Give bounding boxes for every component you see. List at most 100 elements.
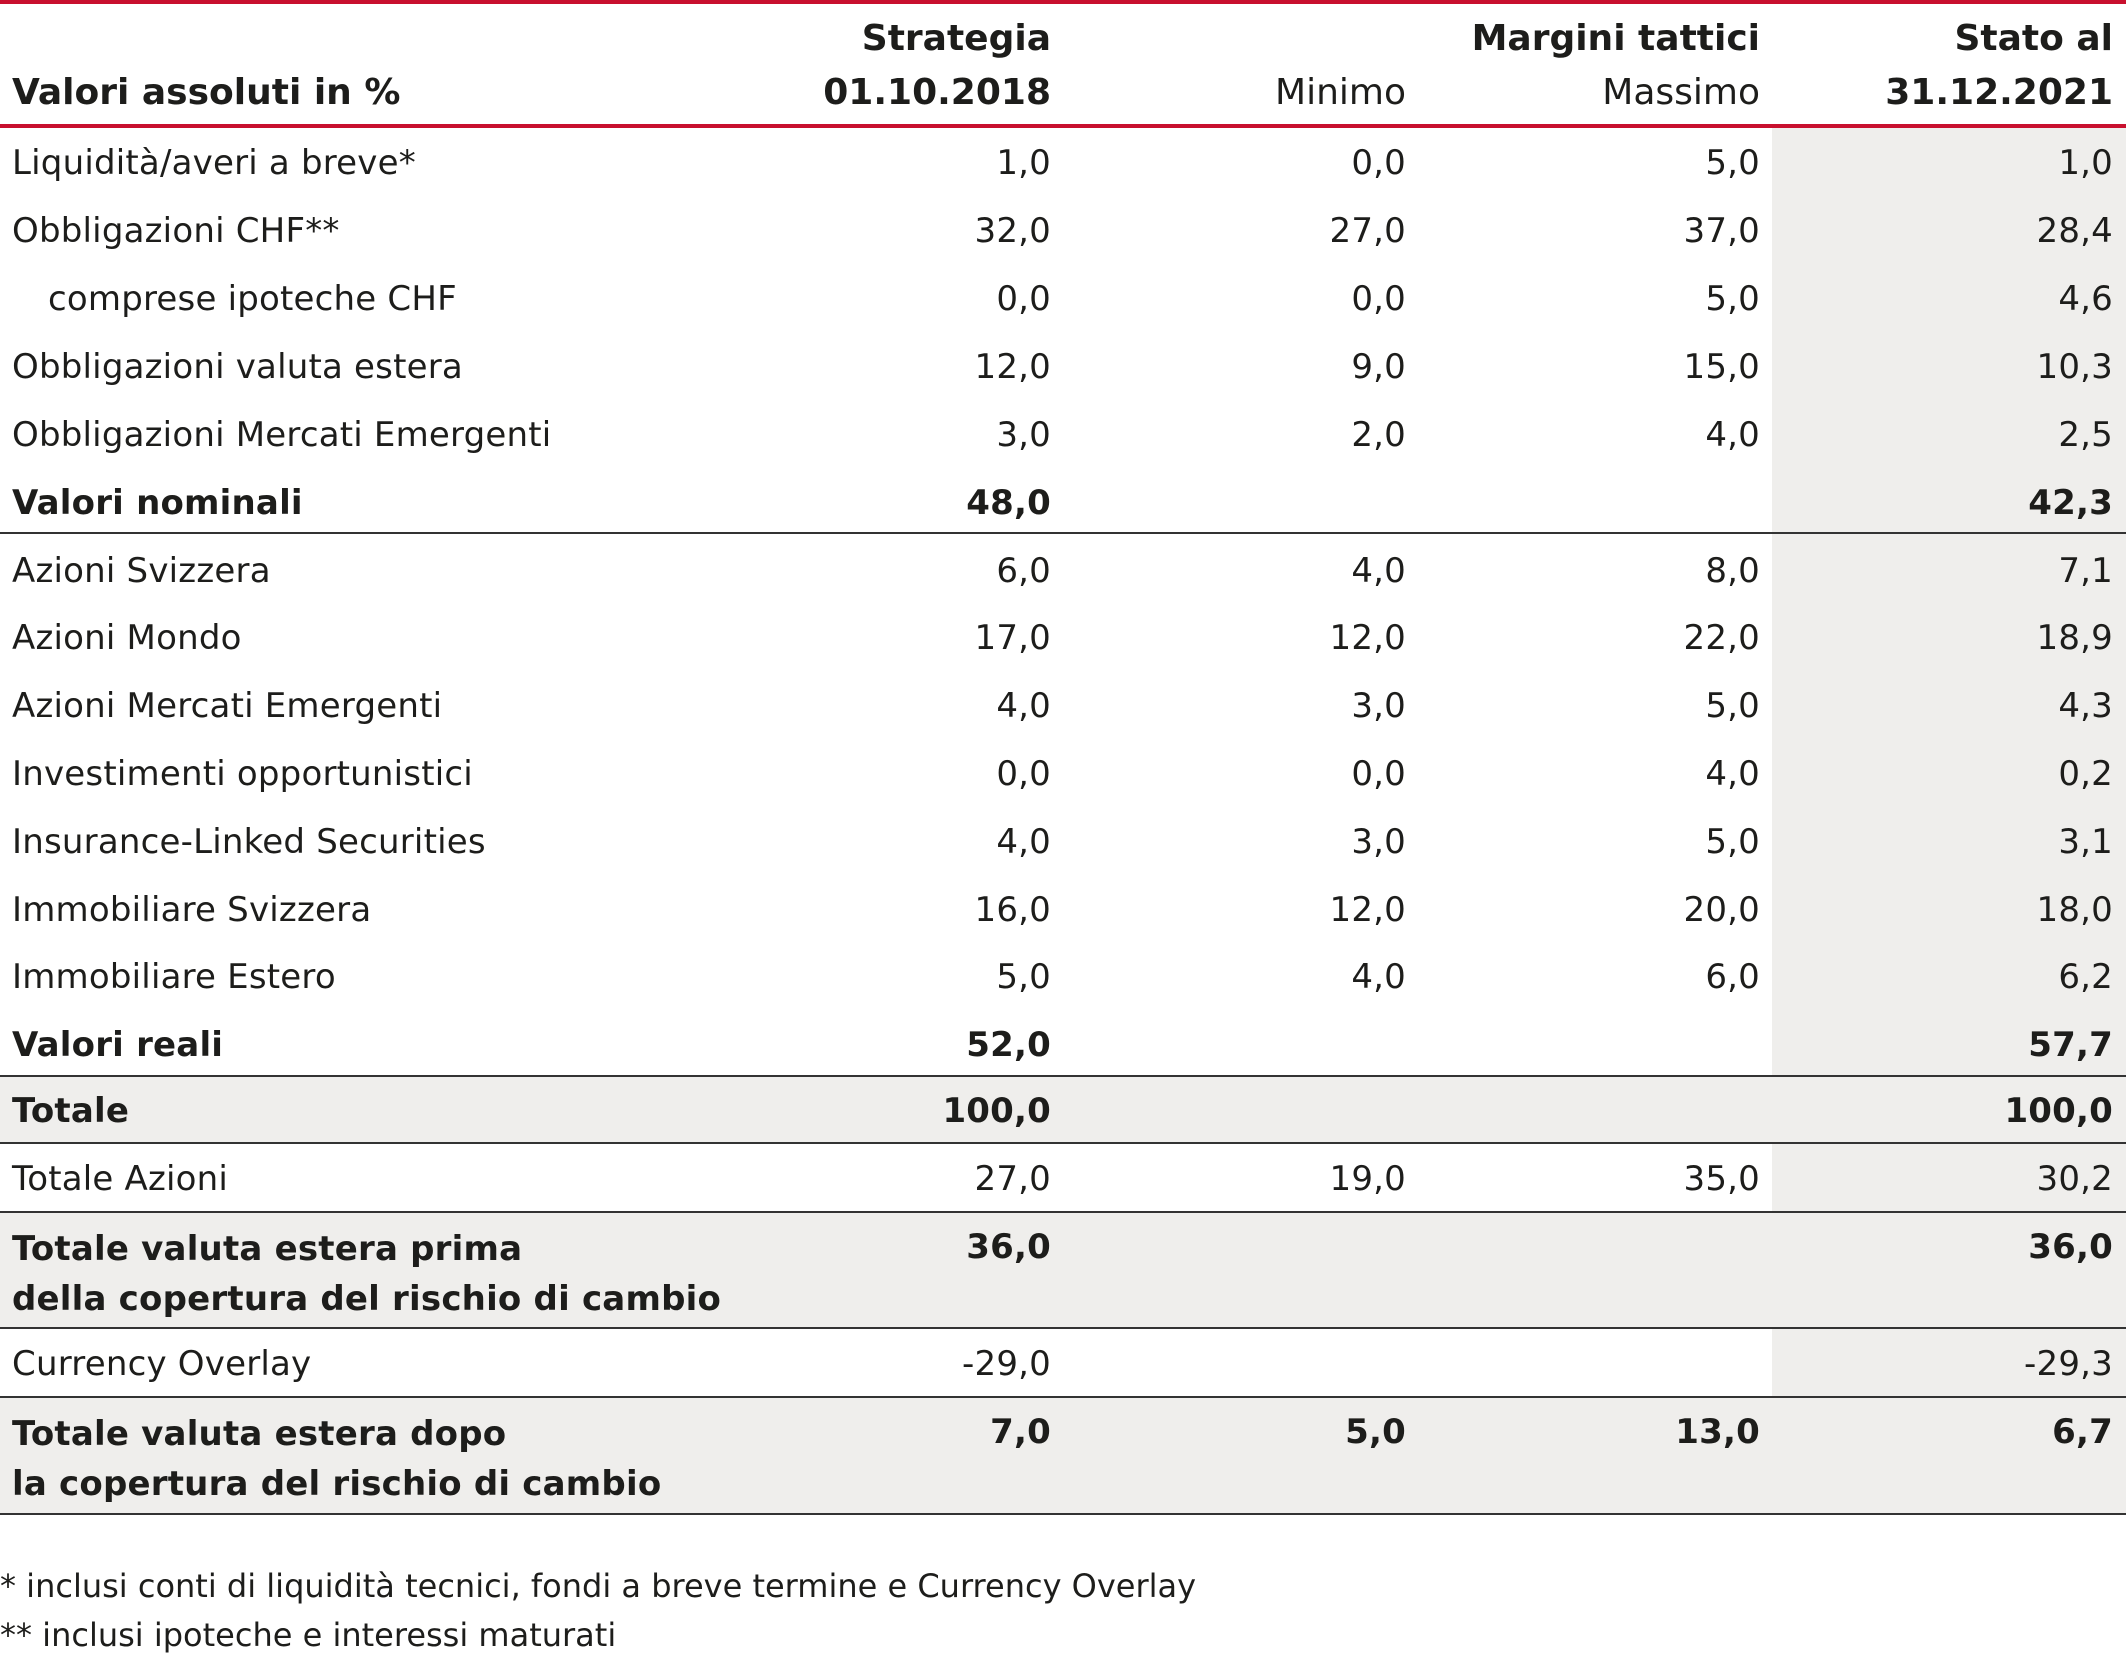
fx-after-strategy: 7,0 (990, 1412, 1051, 1452)
total-row-shade (0, 1077, 2126, 1143)
row-status: 3,1 (2058, 822, 2113, 862)
row-max: 15,0 (1683, 347, 1760, 387)
fx-after-max: 13,0 (1675, 1412, 1760, 1452)
header-col4-line1: Stato al (1954, 18, 2113, 59)
row-strategy: 27,0 (974, 1159, 1051, 1199)
fx-before-label: Totale valuta estera prima della copertu… (12, 1213, 721, 1324)
row-status: 0,2 (2058, 754, 2113, 794)
row-max: 6,0 (1705, 957, 1760, 997)
row-min: 3,0 (1351, 822, 1406, 862)
row-strategy: 17,0 (974, 618, 1051, 658)
status-column-shade-2 (1772, 1144, 2126, 1212)
row-min: 2,0 (1351, 415, 1406, 455)
row-status: 30,2 (2036, 1159, 2113, 1199)
status-column-shade (1772, 128, 2126, 1076)
row-status: 1,0 (2058, 143, 2113, 183)
top-accent-bar (0, 0, 2126, 4)
fx-after-min: 5,0 (1345, 1412, 1406, 1452)
row-label: Obbligazioni CHF** (12, 211, 340, 251)
row-min: 0,0 (1351, 754, 1406, 794)
fx-before-label-line2: della copertura del rischio di cambio (12, 1279, 722, 1319)
row-max: 5,0 (1705, 279, 1760, 319)
row-min: 3,0 (1351, 686, 1406, 726)
row-status: 18,0 (2036, 890, 2113, 930)
row-min: 0,0 (1351, 279, 1406, 319)
subtotal-label: Valori reali (12, 1025, 224, 1065)
row-max: 8,0 (1705, 551, 1760, 591)
subtotal-strategy: 48,0 (966, 483, 1051, 523)
row-min: 27,0 (1329, 211, 1406, 251)
row-strategy: 4,0 (996, 822, 1051, 862)
row-max: 5,0 (1705, 686, 1760, 726)
row-strategy: 0,0 (996, 754, 1051, 794)
row-label: Liquidità/averi a breve* (12, 143, 416, 183)
header-col0-label: Valori assoluti in % (12, 72, 401, 113)
header-col3-line2: Massimo (1602, 72, 1760, 113)
fx-before-status: 36,0 (2028, 1227, 2113, 1267)
fx-after-label-line2: la copertura del rischio di cambio (12, 1464, 662, 1504)
row-strategy: 0,0 (996, 279, 1051, 319)
subtotal-label: Valori nominali (12, 483, 303, 523)
row-strategy: 32,0 (974, 211, 1051, 251)
row-strategy: -29,0 (962, 1344, 1051, 1384)
header-col3-line1: Margini tattici (1471, 18, 1760, 59)
header-divider (0, 124, 2126, 128)
footnote-2: ** inclusi ipoteche e interessi maturati (0, 1616, 617, 1654)
row-status: 10,3 (2036, 347, 2113, 387)
row-status: 18,9 (2036, 618, 2113, 658)
row-label: Currency Overlay (12, 1344, 312, 1384)
footnote-1: * inclusi conti di liquidità tecnici, fo… (0, 1567, 1197, 1605)
row-label: comprese ipoteche CHF (48, 279, 457, 319)
fx-after-label-line1: Totale valuta estera dopo (12, 1414, 507, 1454)
row-label: Azioni Svizzera (12, 551, 271, 591)
row-min: 0,0 (1351, 143, 1406, 183)
fx-before-row-shade (0, 1213, 2126, 1328)
row-divider (0, 532, 2126, 534)
subtotal-strategy: 52,0 (966, 1025, 1051, 1065)
row-strategy: 3,0 (996, 415, 1051, 455)
row-divider (0, 1211, 2126, 1213)
row-max: 22,0 (1683, 618, 1760, 658)
row-status: 28,4 (2036, 211, 2113, 251)
total-status: 100,0 (2004, 1091, 2113, 1131)
row-min: 12,0 (1329, 618, 1406, 658)
row-max: 4,0 (1705, 415, 1760, 455)
row-max: 5,0 (1705, 822, 1760, 862)
row-strategy: 1,0 (996, 143, 1051, 183)
row-strategy: 16,0 (974, 890, 1051, 930)
row-label: Immobiliare Svizzera (12, 890, 372, 930)
fx-before-label-line1: Totale valuta estera prima (12, 1229, 523, 1269)
row-status: 6,2 (2058, 957, 2113, 997)
row-status: 4,3 (2058, 686, 2113, 726)
row-label: Investimenti opportunistici (12, 754, 473, 794)
row-min: 4,0 (1351, 957, 1406, 997)
row-strategy: 4,0 (996, 686, 1051, 726)
row-label: Insurance-Linked Securities (12, 822, 486, 862)
header-col2-line2: Minimo (1275, 72, 1406, 113)
row-status: 4,6 (2058, 279, 2113, 319)
status-column-shade-3 (1772, 1329, 2126, 1397)
subtotal-status: 42,3 (2028, 483, 2113, 523)
row-divider (0, 1327, 2126, 1329)
row-max: 5,0 (1705, 143, 1760, 183)
table-bottom-border (0, 1513, 2126, 1515)
fx-after-status: 6,7 (2052, 1412, 2113, 1452)
row-label: Obbligazioni Mercati Emergenti (12, 415, 552, 455)
row-strategy: 5,0 (996, 957, 1051, 997)
row-divider (0, 1396, 2126, 1398)
row-strategy: 12,0 (974, 347, 1051, 387)
row-max: 20,0 (1683, 890, 1760, 930)
header-col1-line2: 01.10.2018 (823, 72, 1051, 113)
total-strategy: 100,0 (942, 1091, 1051, 1131)
row-min: 4,0 (1351, 551, 1406, 591)
row-max: 35,0 (1683, 1159, 1760, 1199)
row-label: Azioni Mondo (12, 618, 242, 658)
row-status: -29,3 (2024, 1344, 2113, 1384)
row-divider (0, 1142, 2126, 1144)
total-label: Totale (12, 1091, 130, 1131)
row-label: Totale Azioni (12, 1159, 229, 1199)
fx-after-row-shade (0, 1398, 2126, 1513)
subtotal-status: 57,7 (2028, 1025, 2113, 1065)
row-strategy: 6,0 (996, 551, 1051, 591)
fx-before-strategy: 36,0 (966, 1227, 1051, 1267)
